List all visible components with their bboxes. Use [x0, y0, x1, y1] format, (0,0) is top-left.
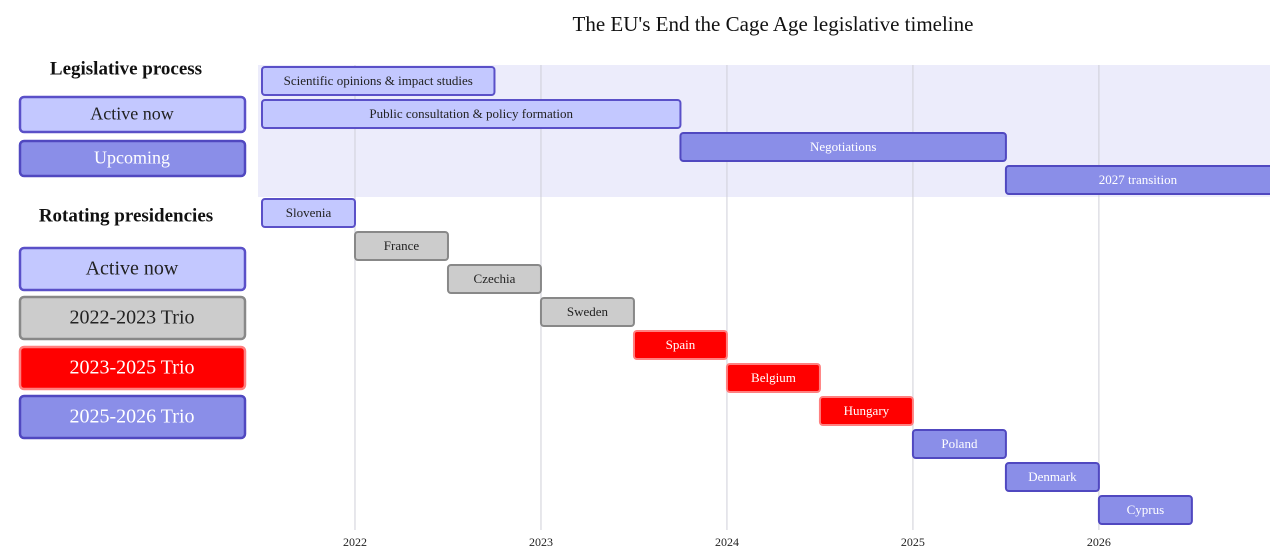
legend-swatch — [18, 345, 247, 391]
task-bar — [725, 363, 821, 393]
task-label: Spain — [666, 337, 696, 352]
task-label: Cyprus — [1127, 502, 1165, 517]
task-label: Scientific opinions & impact studies — [284, 73, 473, 88]
task-label: Sweden — [567, 304, 609, 319]
legend-label: 2025-2026 Trio — [69, 406, 194, 428]
task-label: Public consultation & policy formation — [369, 106, 573, 121]
task-label: Czechia — [474, 271, 516, 286]
chart-title: The EU's End the Cage Age legislative ti… — [573, 12, 974, 36]
legend-swatch — [18, 394, 247, 440]
task-label: Slovenia — [286, 205, 332, 220]
legend-label: Upcoming — [94, 148, 170, 168]
legend-label: 2022-2023 Trio — [69, 307, 194, 329]
legend-swatch — [18, 139, 247, 178]
legend-swatch — [18, 246, 247, 292]
legend-swatch — [18, 295, 247, 341]
task-bar — [353, 231, 449, 261]
task-label: Belgium — [751, 370, 796, 385]
task-bar — [539, 297, 635, 327]
task-label: Hungary — [844, 403, 890, 418]
legend-swatch — [18, 95, 247, 134]
legend-label: 2023-2025 Trio — [69, 357, 194, 379]
x-tick-label: 2026 — [1087, 535, 1111, 549]
x-tick-label: 2025 — [901, 535, 925, 549]
task-bar — [679, 132, 1007, 162]
legend-title: Legislative process — [50, 58, 202, 79]
task-bar — [261, 198, 356, 228]
x-tick-label: 2024 — [715, 535, 739, 549]
task-label: 2027 transition — [1099, 172, 1178, 187]
task-label: Denmark — [1028, 469, 1077, 484]
task-label: France — [384, 238, 420, 253]
task-bar — [446, 264, 542, 294]
task-bar — [632, 330, 728, 360]
task-bar — [1097, 495, 1193, 525]
task-bar — [261, 66, 496, 96]
x-tick-label: 2023 — [529, 535, 553, 549]
task-bar — [818, 396, 914, 426]
legend-label: Active now — [86, 258, 179, 280]
task-label: Poland — [941, 436, 978, 451]
task-bar — [1004, 462, 1100, 492]
task-bar — [261, 99, 682, 129]
task-label: Negotiations — [810, 139, 876, 154]
legend-label: Active now — [90, 104, 173, 124]
task-bar — [911, 429, 1007, 459]
task-bar — [1004, 165, 1270, 195]
legend-title: Rotating presidencies — [39, 205, 213, 226]
x-tick-label: 2022 — [343, 535, 367, 549]
